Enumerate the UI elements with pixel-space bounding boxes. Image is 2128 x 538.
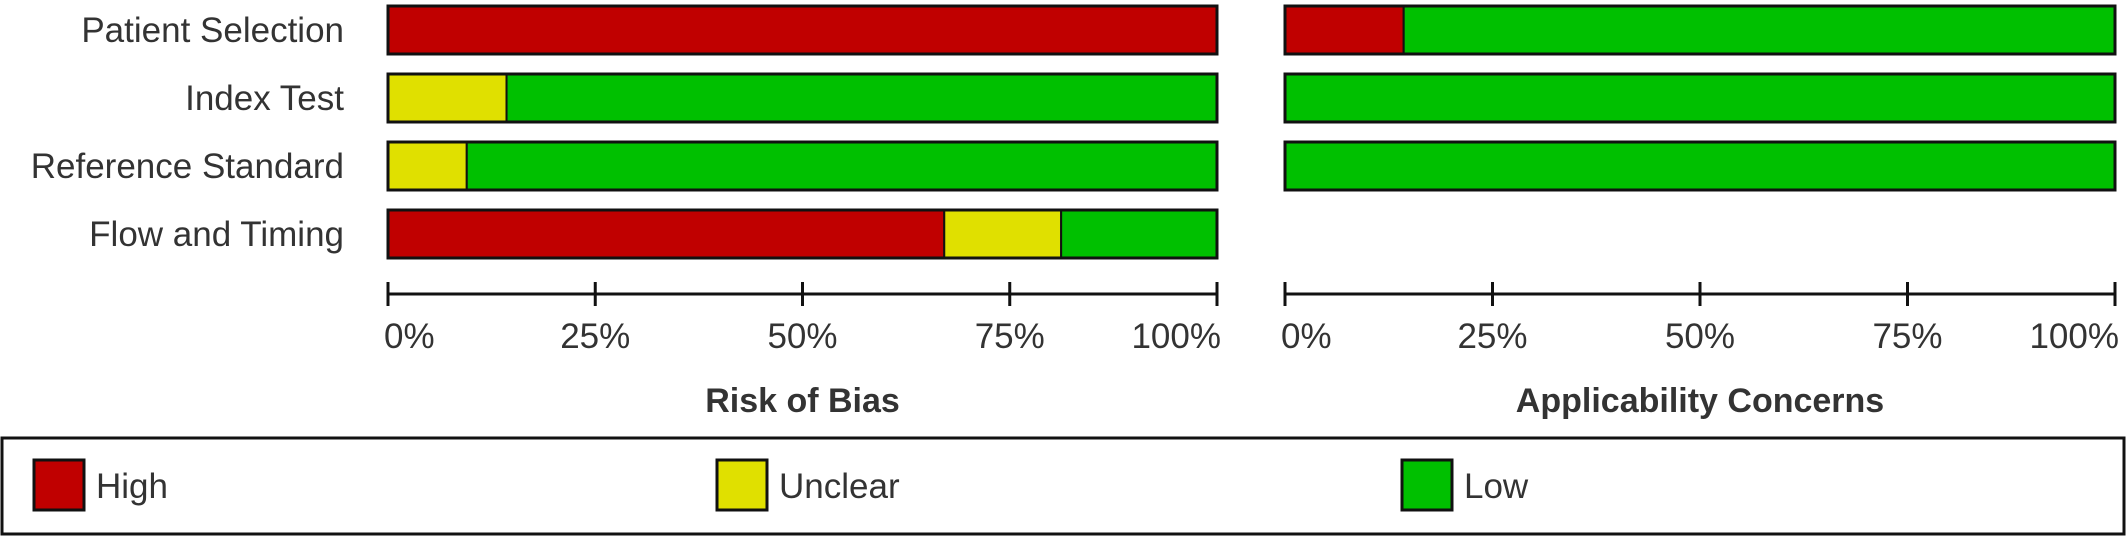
panel-title-applicability-concerns: Applicability Concerns [1516, 382, 1884, 420]
legend-label-high: High [96, 467, 168, 506]
bar-segment-index-test-low [505, 73, 1218, 123]
bar-segment-patient-selection-low [1402, 5, 2116, 55]
panel-title-risk-of-bias: Risk of Bias [705, 382, 900, 420]
risk-of-bias-panel: 0% 25% 50% 75% 100% Risk of Bias [384, 4, 1221, 420]
bar-segment-flow-and-timing-low [1060, 209, 1218, 259]
applicability-concerns-panel: 0% 25% 50% 75% 100% Applicability Concerns [1281, 4, 2119, 420]
x-tick-label: 75% [1872, 317, 1942, 356]
bar-segment-index-test-unclear [387, 73, 508, 123]
bar-segment-index-test-low [1284, 73, 2116, 123]
bar-outline-patient-selection [1283, 4, 2117, 56]
bar-segment-flow-and-timing-unclear [943, 209, 1063, 259]
x-tick-label: 0% [1281, 317, 1332, 356]
bar-segment-patient-selection-high [1284, 5, 1405, 55]
domain-labels: Patient Selection Index Test Reference Sta… [31, 11, 345, 254]
legend-box [0, 436, 2126, 536]
x-tick-label: 50% [1665, 317, 1735, 356]
bar-outline-patient-selection [386, 4, 1219, 56]
x-tick-label: 25% [1457, 317, 1527, 356]
bar-segment-flow-and-timing-high [387, 209, 946, 259]
domain-label-patient-selection: Patient Selection [81, 11, 344, 50]
legend-label-unclear: Unclear [779, 467, 900, 506]
legend-swatch-low [1400, 458, 1454, 512]
legend-label-low: Low [1464, 467, 1529, 506]
bar-outline-flow-and-timing [386, 208, 1219, 260]
bar-segment-reference-standard-unclear [387, 141, 468, 191]
x-tick-label: 75% [975, 317, 1045, 356]
legend-swatch-high [32, 458, 86, 512]
bar-outline-index-test [1283, 72, 2117, 124]
bar-segment-reference-standard-low [465, 141, 1218, 191]
domain-label-reference-standard: Reference Standard [31, 147, 344, 186]
bar-segment-patient-selection-high [387, 5, 1218, 55]
bar-outline-reference-standard [1283, 140, 2117, 192]
x-tick-label: 100% [2029, 317, 2119, 356]
domain-label-index-test: Index Test [185, 79, 344, 118]
legend-swatch-unclear [715, 458, 769, 512]
bar-outline-reference-standard [386, 140, 1219, 192]
domain-label-flow-and-timing: Flow and Timing [89, 215, 344, 254]
x-tick-label: 0% [384, 317, 435, 356]
bar-segment-reference-standard-low [1284, 141, 2116, 191]
x-tick-label: 50% [767, 317, 837, 356]
x-tick-label: 25% [560, 317, 630, 356]
legend: High Unclear Low [0, 436, 2126, 536]
x-tick-label: 100% [1131, 317, 1221, 356]
bar-outline-index-test [386, 72, 1219, 124]
